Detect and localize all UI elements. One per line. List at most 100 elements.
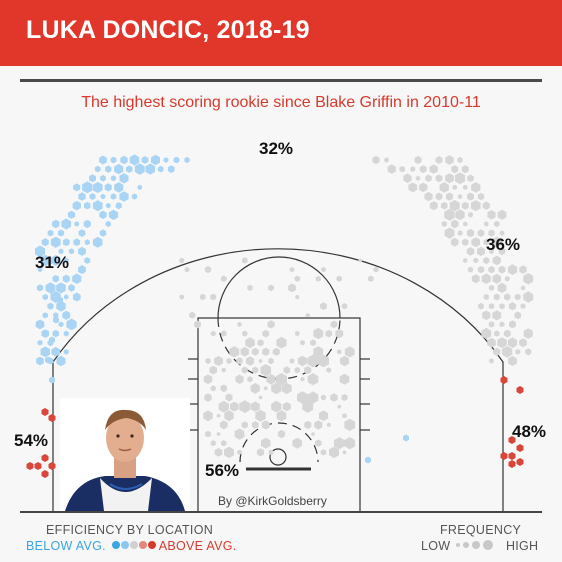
shot-hex: [42, 312, 48, 319]
shot-hex: [523, 291, 534, 303]
shot-hex: [194, 320, 201, 329]
shot-hex: [255, 409, 266, 422]
shot-hex: [461, 165, 469, 174]
shot-hex: [457, 194, 463, 200]
shot-hex: [89, 174, 96, 183]
rim: [269, 448, 287, 466]
shot-hex: [295, 330, 300, 337]
shot-hex: [463, 221, 468, 227]
shot-hex: [492, 310, 502, 321]
shot-hex: [484, 221, 489, 227]
shot-hex: [300, 340, 305, 346]
shot-hex: [49, 336, 55, 344]
shot-hex: [444, 208, 455, 221]
shot-hex: [329, 446, 339, 459]
shot-hex: [141, 156, 149, 164]
shot-hex: [58, 321, 64, 328]
shot-hex: [94, 165, 101, 173]
shot-hex: [297, 391, 308, 404]
shot-hex: [42, 293, 48, 301]
player-photo: [60, 398, 190, 511]
restricted-area: [239, 422, 319, 463]
shot-hex: [307, 373, 319, 386]
shot-hex: [300, 376, 305, 382]
shot-hex: [100, 174, 106, 182]
shot-hex: [37, 267, 43, 273]
shot-hex: [100, 193, 106, 200]
shot-hex: [494, 220, 500, 228]
shot-hex: [57, 229, 65, 237]
shot-hex: [498, 265, 506, 274]
shot-hex: [292, 437, 302, 449]
shot-hex: [68, 284, 75, 292]
shot-hex: [78, 265, 86, 275]
shot-hex: [491, 236, 502, 248]
shot-hex: [267, 320, 275, 329]
shot-hex: [489, 358, 494, 364]
shot-hex: [189, 311, 196, 319]
title-rule: [20, 79, 542, 82]
shot-hex: [237, 321, 242, 327]
shot-hex: [89, 193, 96, 200]
shot-hex: [110, 175, 117, 182]
shot-hex: [499, 303, 505, 310]
shot-hex: [470, 200, 481, 212]
shot-hex: [467, 174, 474, 182]
title-banner: LUKA DONCIC, 2018-19: [0, 0, 562, 66]
shot-hex: [318, 354, 329, 368]
shot-hex: [454, 172, 466, 185]
shot-hex: [52, 329, 59, 338]
shot-hex: [203, 410, 213, 422]
shot-hex: [342, 413, 347, 419]
shot-hex: [260, 364, 271, 377]
shot-hex: [263, 386, 268, 391]
shot-hex: [358, 258, 362, 263]
shot-hex: [399, 165, 406, 173]
shot-hex: [320, 302, 327, 311]
shot-hex: [214, 355, 223, 366]
shot-hex: [365, 456, 371, 464]
shot-hex: [82, 181, 93, 194]
shot-hex: [403, 434, 409, 442]
shot-hex: [477, 229, 485, 237]
shot-hex: [519, 338, 527, 348]
shot-hex: [482, 310, 491, 321]
shot-hex: [277, 429, 286, 439]
shot-hex: [336, 275, 342, 282]
zone-label-left-corner: 54%: [14, 431, 48, 450]
shot-hex: [268, 449, 274, 456]
shot-hex: [110, 193, 117, 200]
shot-hex: [41, 329, 49, 338]
shot-hex: [523, 273, 534, 285]
shot-hex: [262, 347, 270, 356]
shot-hex: [525, 348, 532, 356]
shot-hex: [452, 184, 457, 190]
shot-hex: [462, 238, 469, 246]
shot-hex: [204, 266, 212, 274]
shot-hex: [307, 391, 319, 404]
shot-hex: [250, 383, 260, 394]
credit-text: By @KirkGoldsberry: [218, 494, 327, 508]
shot-hex: [83, 219, 91, 229]
shot-hex: [342, 450, 347, 455]
shot-hex: [114, 182, 124, 193]
shot-hex: [507, 264, 518, 275]
shot-hex: [504, 293, 511, 301]
shot-hex: [500, 452, 508, 460]
shot-hex: [203, 374, 213, 385]
shot-hex: [471, 182, 481, 193]
shot-hex: [210, 440, 216, 447]
shot-hex: [320, 449, 327, 456]
legend-low-label: LOW: [421, 539, 451, 553]
shot-hex: [221, 440, 227, 447]
free-throw-circle-top: [217, 256, 341, 319]
shot-hex: [63, 349, 69, 355]
three-point-line: [52, 248, 504, 512]
shot-hex: [78, 192, 86, 201]
shot-hex: [488, 266, 495, 274]
shot-hex: [237, 449, 242, 455]
zone-label-restricted: 56%: [205, 461, 239, 480]
shot-hex: [504, 276, 510, 282]
shot-hex: [268, 357, 274, 365]
shot-hex: [40, 346, 50, 358]
